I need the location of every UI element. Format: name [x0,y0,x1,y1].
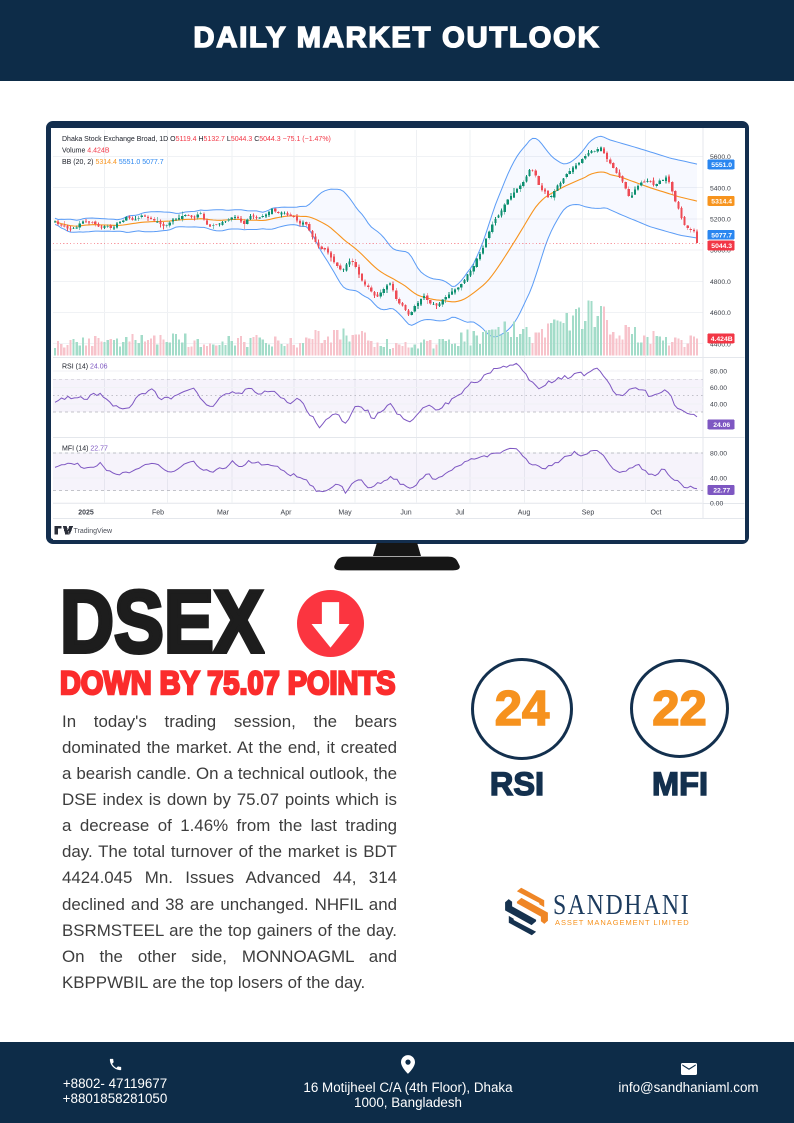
svg-text:5400.0: 5400.0 [710,185,731,192]
svg-text:May: May [338,510,352,517]
svg-text:5600.0: 5600.0 [710,154,731,161]
svg-text:RSI (14) 24.06: RSI (14) 24.06 [62,364,108,371]
svg-text:Jun: Jun [400,510,411,517]
svg-text:22.77: 22.77 [713,488,730,495]
svg-text:5044.3: 5044.3 [711,243,732,250]
svg-text:5000.0: 5000.0 [710,248,731,255]
svg-text:Mar: Mar [217,510,230,517]
svg-text:Dhaka Stock Exchange Broad, 1D: Dhaka Stock Exchange Broad, 1D O5119.4 H… [62,136,331,143]
svg-text:24.06: 24.06 [713,422,730,429]
svg-text:5200.0: 5200.0 [710,217,731,224]
svg-text:Volume 4.424B: Volume 4.424B [62,148,110,155]
svg-text:MFI (14) 22.77: MFI (14) 22.77 [62,446,108,453]
svg-text:Oct: Oct [651,510,662,517]
svg-text:Sep: Sep [582,510,595,517]
svg-text:Feb: Feb [152,510,164,517]
svg-text:4.424B: 4.424B [711,336,733,343]
svg-text:40.00: 40.00 [710,401,727,408]
svg-text:4400.0: 4400.0 [710,341,731,348]
svg-text:0.00: 0.00 [710,501,723,508]
svg-text:2025: 2025 [78,510,94,517]
svg-text:BB (20, 2) 5314.4 5551.0 5077.: BB (20, 2) 5314.4 5551.0 5077.7 [62,159,164,166]
svg-text:5077.7: 5077.7 [711,232,732,239]
svg-text:Apr: Apr [281,510,293,517]
svg-text:80.00: 80.00 [710,369,727,376]
svg-text:4800.0: 4800.0 [710,279,731,286]
svg-text:TradingView: TradingView [74,528,113,535]
svg-text:40.00: 40.00 [710,476,727,483]
svg-text:Jul: Jul [456,510,465,517]
svg-text:4600.0: 4600.0 [710,310,731,317]
svg-text:Aug: Aug [518,510,531,517]
svg-text:5551.0: 5551.0 [711,162,732,169]
svg-text:80.00: 80.00 [710,451,727,458]
svg-text:5314.4: 5314.4 [711,199,732,206]
svg-text:60.00: 60.00 [710,385,727,392]
